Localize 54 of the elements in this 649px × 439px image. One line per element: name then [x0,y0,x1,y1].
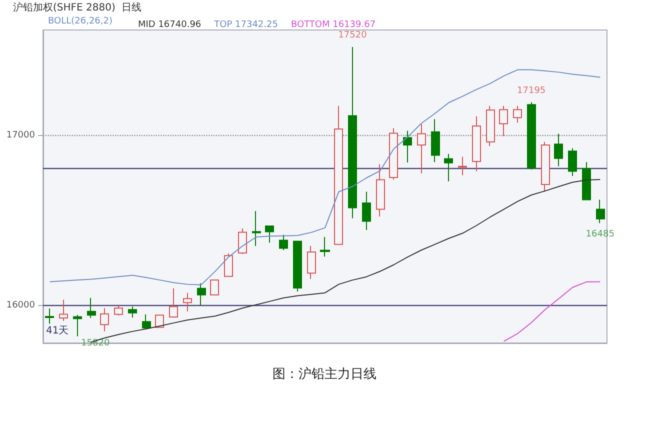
candlestick [142,314,151,330]
candlestick [431,118,440,163]
candlestick [128,306,137,318]
candlestick [307,246,316,280]
candlestick [527,102,536,170]
annotation: 17520 [338,30,368,41]
chart-title: 沪铅加权(SHFE 2880) 日线 [13,2,142,14]
candlestick [582,162,591,200]
annotation: 15820 [81,338,110,349]
candlestick [376,164,385,217]
candlestick [334,105,343,245]
text: BOTTOM 16139.67 [290,20,376,30]
candlestick [458,156,467,176]
candlestick [293,240,302,292]
text: TOP 17342.25 [213,20,278,30]
candlestick [320,236,330,258]
line-series [503,281,601,342]
candlestick [224,252,233,277]
candlestick [169,288,178,318]
candlestick [59,299,68,322]
candlestick [100,308,109,332]
candlestick [73,314,82,337]
candlestick [513,105,522,124]
candlestick [45,308,54,324]
annotation: 41天 [46,326,69,336]
candlestick [403,130,412,164]
text: MID 16740.96 [138,20,202,30]
candlestick [183,292,192,312]
annotation: 17195 [517,86,546,96]
candlestick [87,297,96,318]
candlestick [362,191,371,231]
text: 图：沪铅主力日线 [272,366,376,382]
candlestick [197,282,206,306]
candlestick [444,153,453,182]
y-tick-label: 16000 [6,300,36,311]
candlestick [210,280,219,296]
candlestick [265,225,274,244]
candlestick [279,234,288,251]
candlestick [417,124,426,174]
candlestick [389,128,398,180]
candlestick [596,199,605,224]
candlestick [114,305,123,316]
candlestick [499,105,508,137]
candlestick [541,141,550,192]
candlestick [486,105,495,147]
candlestick [554,133,563,167]
candlestick [252,210,261,247]
y-tick-label: 17000 [6,130,36,140]
candlestick [348,46,357,219]
annotation: 16485 [586,230,614,240]
legend-title: BOLL(26,26,2) [48,16,113,26]
candlestick [238,228,247,255]
candlestick [568,148,577,176]
candlestick [472,116,481,172]
